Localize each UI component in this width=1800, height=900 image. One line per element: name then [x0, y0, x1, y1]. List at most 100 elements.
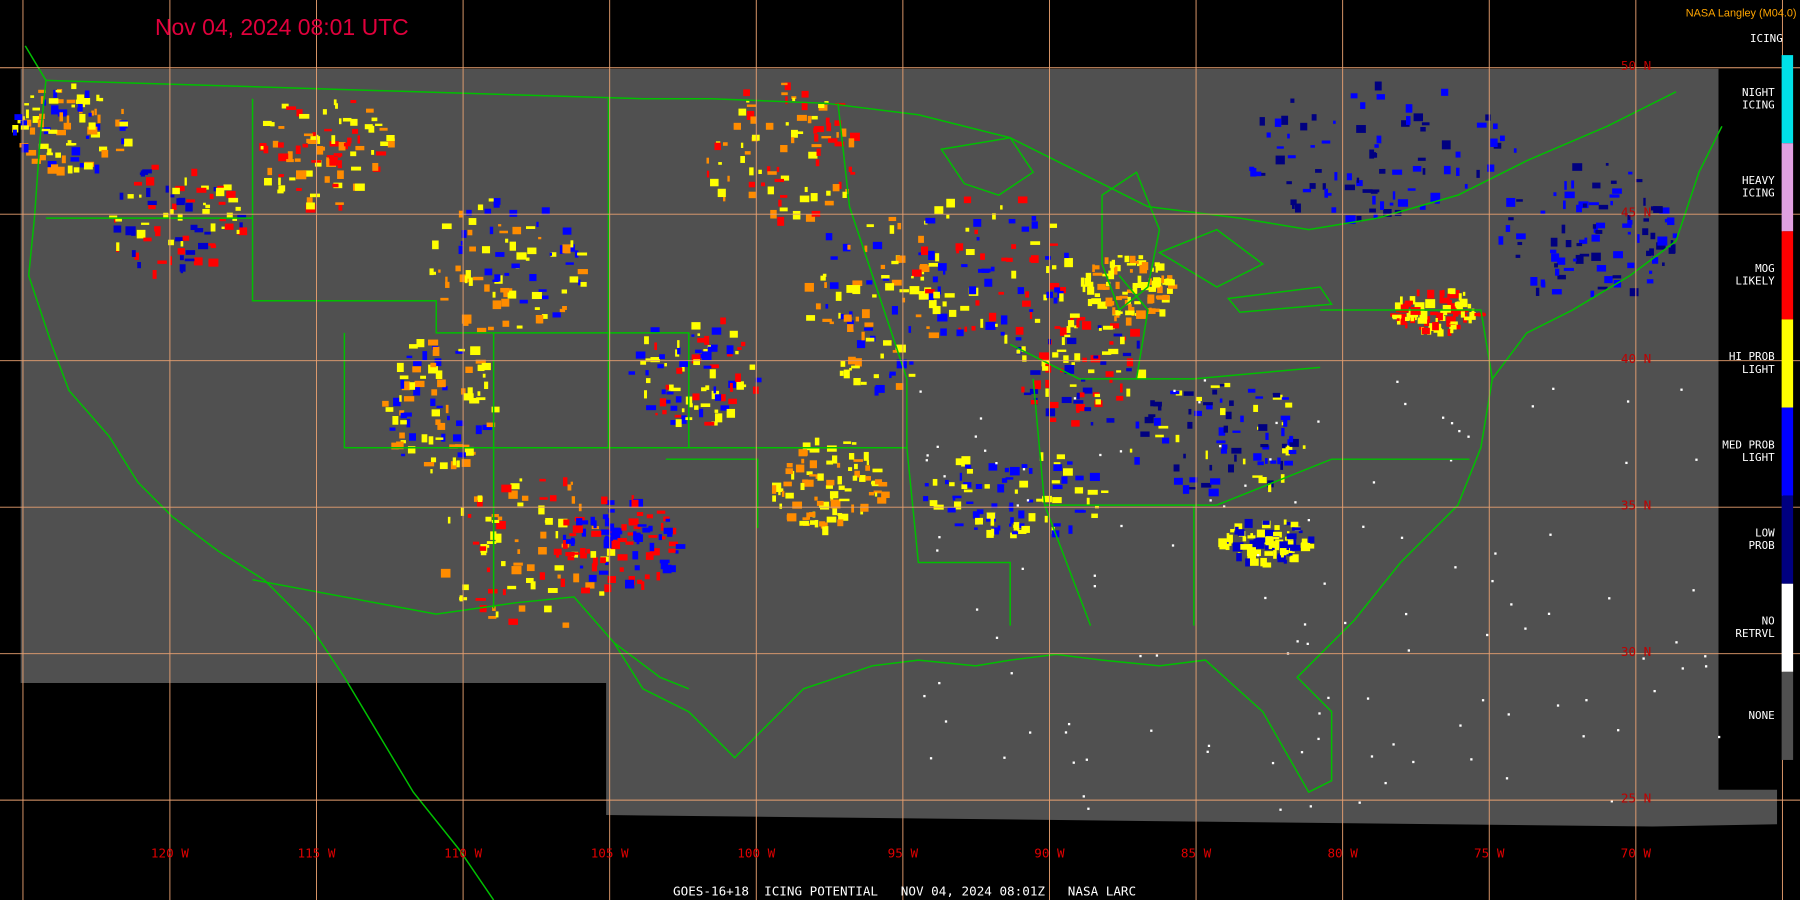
icing-speck	[296, 170, 307, 180]
icing-speck	[1270, 460, 1277, 464]
icing-speck	[1025, 291, 1030, 298]
icing-speck	[295, 145, 301, 155]
icing-speck	[992, 213, 996, 220]
icing-speck	[476, 500, 483, 507]
icing-speck	[278, 153, 289, 162]
icing-speck	[428, 436, 434, 445]
icing-speck	[1650, 232, 1656, 240]
icing-speck	[437, 422, 446, 430]
no-retrieval-speck	[1099, 453, 1102, 457]
icing-speck	[1203, 402, 1213, 406]
icing-speck	[1082, 387, 1093, 394]
icing-speck	[670, 419, 681, 425]
icing-speck	[366, 108, 374, 113]
icing-speck	[1018, 510, 1025, 519]
icing-speck	[966, 468, 973, 474]
icing-speck	[121, 108, 124, 115]
icing-speck	[883, 340, 892, 346]
icing-speck	[1281, 443, 1287, 449]
icing-speck	[1067, 461, 1073, 465]
icing-speck	[822, 526, 829, 536]
icing-speck	[23, 119, 32, 127]
icing-speck	[486, 541, 497, 545]
icing-speck	[1265, 536, 1273, 546]
icing-speck	[552, 312, 561, 318]
icing-speck	[838, 181, 842, 190]
icing-speck	[477, 204, 484, 211]
no-retrieval-speck	[1407, 649, 1410, 652]
icing-speck	[571, 496, 576, 504]
icing-speck	[932, 305, 941, 315]
icing-speck	[786, 463, 793, 468]
no-retrieval-speck	[1082, 795, 1085, 798]
icing-speck	[484, 381, 489, 390]
icing-speck	[1162, 294, 1170, 300]
icing-speck	[1076, 316, 1086, 321]
icing-speck	[51, 105, 59, 115]
icing-speck	[791, 137, 795, 144]
icing-speck	[1397, 199, 1409, 207]
icing-speck	[704, 335, 710, 345]
icing-speck	[1150, 400, 1155, 407]
icing-speck	[590, 516, 595, 526]
icing-speck	[717, 188, 726, 198]
icing-speck	[1030, 241, 1041, 245]
no-retrieval-speck	[1294, 501, 1297, 504]
icing-speck	[1400, 303, 1409, 307]
icing-speck	[127, 194, 134, 199]
icing-speck	[891, 306, 898, 315]
icing-speck	[1245, 558, 1250, 567]
icing-speck	[1124, 255, 1130, 263]
icing-speck	[1635, 179, 1643, 183]
states	[45, 98, 1494, 626]
icing-speck	[919, 265, 930, 273]
icing-speck	[1288, 449, 1297, 455]
icing-speck	[67, 165, 73, 174]
icing-speck	[567, 484, 572, 491]
icing-speck	[1664, 218, 1672, 223]
icing-speck	[66, 99, 76, 104]
icing-speck	[430, 398, 436, 407]
icing-speck	[496, 520, 506, 530]
icing-speck	[608, 523, 615, 531]
icing-speck	[177, 213, 183, 221]
icing-speck	[1064, 258, 1073, 268]
icing-speck	[809, 520, 817, 525]
icing-speck	[306, 202, 315, 210]
icing-speck	[574, 250, 579, 258]
icing-speck	[1605, 162, 1609, 166]
icing-speck	[455, 350, 464, 354]
icing-speck	[767, 171, 777, 175]
icing-speck	[1258, 476, 1267, 484]
icing-speck	[435, 370, 443, 380]
legend-swatch	[1781, 495, 1794, 584]
icing-speck	[1427, 289, 1435, 299]
icing-speck	[482, 373, 486, 378]
icing-speck	[949, 482, 955, 487]
icing-speck	[142, 169, 152, 174]
icing-speck	[1041, 359, 1050, 367]
icing-speck	[239, 227, 248, 236]
icing-speck	[874, 386, 879, 396]
icing-speck	[1535, 287, 1540, 296]
icing-speck	[1052, 352, 1059, 358]
icing-speck	[1459, 298, 1468, 308]
icing-speck	[1419, 205, 1426, 210]
icing-speck	[1075, 475, 1084, 481]
icing-speck	[1159, 309, 1166, 317]
icing-speck	[1627, 262, 1635, 269]
no-retrieval-speck	[1067, 722, 1071, 726]
no-retrieval-speck	[1155, 654, 1159, 657]
icing-speck	[850, 171, 856, 175]
icing-speck	[1052, 484, 1063, 490]
icing-speck	[1141, 262, 1149, 271]
no-retrieval-speck	[1271, 761, 1275, 765]
icing-speck	[371, 149, 375, 155]
icing-speck	[509, 241, 516, 251]
icing-speck	[1657, 236, 1668, 246]
icing-speck	[915, 314, 922, 318]
icing-speck	[1274, 118, 1282, 127]
icing-speck	[90, 131, 101, 138]
icing-speck	[549, 252, 553, 256]
icing-speck	[1550, 249, 1557, 254]
